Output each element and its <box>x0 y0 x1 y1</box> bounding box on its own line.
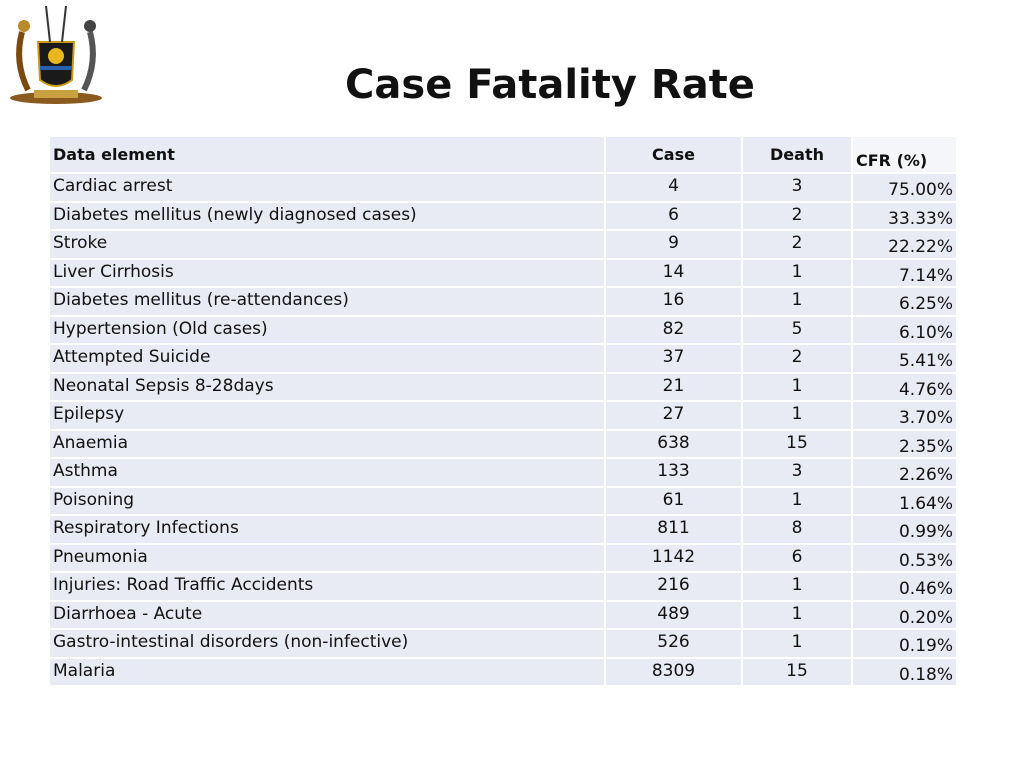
cell: 0.53% <box>853 544 956 571</box>
cell: 5.41% <box>853 345 956 372</box>
cell: 16 <box>606 288 741 315</box>
cell: 2.26% <box>853 459 956 486</box>
cell: Attempted Suicide <box>50 345 604 372</box>
cell: Neonatal Sepsis 8-28days <box>50 373 604 400</box>
cell: 0.46% <box>853 573 956 600</box>
cell: 82 <box>606 316 741 343</box>
cell: 638 <box>606 430 741 457</box>
cell: Respiratory Infections <box>50 516 604 543</box>
cell: 1 <box>743 630 851 657</box>
cell: 6 <box>606 202 741 229</box>
cell: 27 <box>606 402 741 429</box>
cell: Poisoning <box>50 487 604 514</box>
cell: Injuries: Road Traffic Accidents <box>50 573 604 600</box>
cell: Diabetes mellitus (newly diagnosed cases… <box>50 202 604 229</box>
cell: 526 <box>606 630 741 657</box>
header-cell: Case <box>606 137 741 172</box>
cell: 8309 <box>606 658 741 685</box>
cell: Gastro-intestinal disorders (non-infecti… <box>50 630 604 657</box>
coat-of-arms <box>10 5 102 104</box>
header-cell: Death <box>743 137 851 172</box>
cell: 4.76% <box>853 373 956 400</box>
slide-title: Case Fatality Rate <box>345 62 755 108</box>
cell: 9 <box>606 231 741 258</box>
cell: Asthma <box>50 459 604 486</box>
cell: 489 <box>606 601 741 628</box>
cell: Epilepsy <box>50 402 604 429</box>
cell: 3 <box>743 174 851 201</box>
cell: 1 <box>743 373 851 400</box>
header-cell: Data element <box>50 137 604 172</box>
cell: 37 <box>606 345 741 372</box>
cell: 15 <box>743 658 851 685</box>
cell: 133 <box>606 459 741 486</box>
cell: 0.99% <box>853 516 956 543</box>
cell: 216 <box>606 573 741 600</box>
cell: Pneumonia <box>50 544 604 571</box>
cell: 1 <box>743 487 851 514</box>
cell: 61 <box>606 487 741 514</box>
cell: 1.64% <box>853 487 956 514</box>
cell: 3 <box>743 459 851 486</box>
cell: 811 <box>606 516 741 543</box>
cell: Anaemia <box>50 430 604 457</box>
cell: 21 <box>606 373 741 400</box>
cell: 2.35% <box>853 430 956 457</box>
cell: 1 <box>743 259 851 286</box>
cell: Malaria <box>50 658 604 685</box>
cell: 8 <box>743 516 851 543</box>
cell: 22.22% <box>853 231 956 258</box>
cell: Diarrhoea - Acute <box>50 601 604 628</box>
cell: 15 <box>743 430 851 457</box>
cell: 1142 <box>606 544 741 571</box>
cell: 6.25% <box>853 288 956 315</box>
cell: 5 <box>743 316 851 343</box>
cell: 1 <box>743 601 851 628</box>
cell: 75.00% <box>853 174 956 201</box>
cell: Diabetes mellitus (re-attendances) <box>50 288 604 315</box>
cell: 2 <box>743 202 851 229</box>
cell: 1 <box>743 402 851 429</box>
cell: Hypertension (Old cases) <box>50 316 604 343</box>
cell: 6 <box>743 544 851 571</box>
cell: Stroke <box>50 231 604 258</box>
cell: 14 <box>606 259 741 286</box>
cell: 1 <box>743 573 851 600</box>
cell: 0.20% <box>853 601 956 628</box>
cell: Liver Cirrhosis <box>50 259 604 286</box>
header-cell: CFR (%) <box>853 137 956 172</box>
cell: 4 <box>606 174 741 201</box>
cell: 1 <box>743 288 851 315</box>
cell: 6.10% <box>853 316 956 343</box>
cell: Cardiac arrest <box>50 174 604 201</box>
cell: 0.18% <box>853 658 956 685</box>
cell: 3.70% <box>853 402 956 429</box>
cell: 33.33% <box>853 202 956 229</box>
cell: 2 <box>743 231 851 258</box>
cell: 7.14% <box>853 259 956 286</box>
cell: 0.19% <box>853 630 956 657</box>
cell: 2 <box>743 345 851 372</box>
